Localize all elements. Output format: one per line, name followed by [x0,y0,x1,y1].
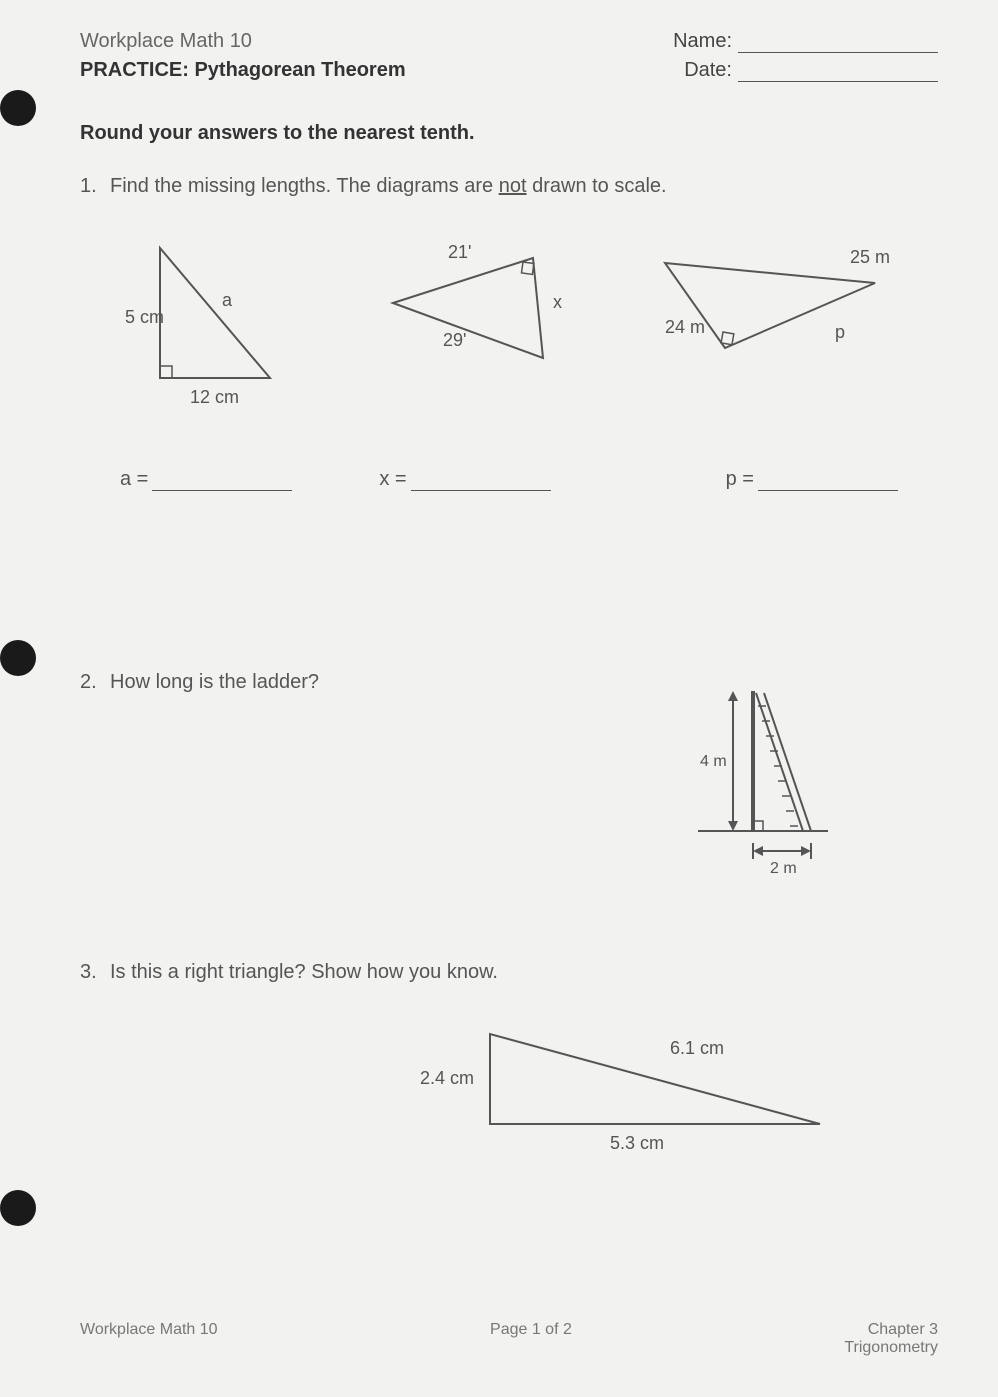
q2-text: How long is the ladder? [110,671,319,694]
footer-center: Page 1 of 2 [490,1321,572,1357]
svg-text:24 m: 24 m [665,317,705,337]
triangle-a: 5 cm a 12 cm [100,228,373,418]
answer-p: p = [639,468,898,491]
question-1: 1. Find the missing lengths. The diagram… [80,175,938,198]
course-title: Workplace Math 10 [80,30,252,53]
name-label: Name: [673,30,938,53]
triangle-b: 21' x 29' [373,228,646,418]
question-3: 3. Is this a right triangle? Show how yo… [80,961,938,1164]
footer: Workplace Math 10 Page 1 of 2 Chapter 3 … [80,1321,938,1357]
footer-left: Workplace Math 10 [80,1321,218,1357]
svg-text:12 cm: 12 cm [190,387,239,407]
svg-text:6.1 cm: 6.1 cm [670,1038,724,1058]
q3-diagram: 2.4 cm 6.1 cm 5.3 cm [400,1004,938,1164]
q3-text: Is this a right triangle? Show how you k… [110,961,498,984]
q1-text: Find the missing lengths. The diagrams a… [110,175,667,198]
svg-text:p: p [835,322,845,342]
triangle-c: 25 m 24 m p [645,228,918,418]
date-label: Date: [684,59,938,82]
q1-answers: a = x = p = [80,468,938,491]
svg-text:x: x [553,292,562,312]
q2-number: 2. [80,671,110,694]
svg-text:a: a [222,290,233,310]
q3-number: 3. [80,961,110,984]
q1-triangles: 5 cm a 12 cm 21' x 29' 25 m 24 m p [80,228,938,418]
svg-text:29': 29' [443,330,466,350]
svg-text:4 m: 4 m [700,753,727,770]
svg-text:2 m: 2 m [770,860,797,877]
svg-text:25 m: 25 m [850,247,890,267]
svg-text:5 cm: 5 cm [125,307,164,327]
question-2: 2. How long is the ladder? [80,671,938,881]
svg-text:21': 21' [448,242,471,262]
svg-text:2.4 cm: 2.4 cm [420,1068,474,1088]
answer-x: x = [379,468,638,491]
footer-right: Chapter 3 Trigonometry [844,1321,938,1357]
q1-number: 1. [80,175,110,198]
answer-a: a = [120,468,379,491]
header: Workplace Math 10 Name: PRACTICE: Pythag… [80,30,938,82]
ladder-diagram: 4 m 2 m [678,671,838,881]
instruction: Round your answers to the nearest tenth. [80,122,938,145]
practice-title: PRACTICE: Pythagorean Theorem [80,59,406,82]
svg-text:5.3 cm: 5.3 cm [610,1133,664,1153]
